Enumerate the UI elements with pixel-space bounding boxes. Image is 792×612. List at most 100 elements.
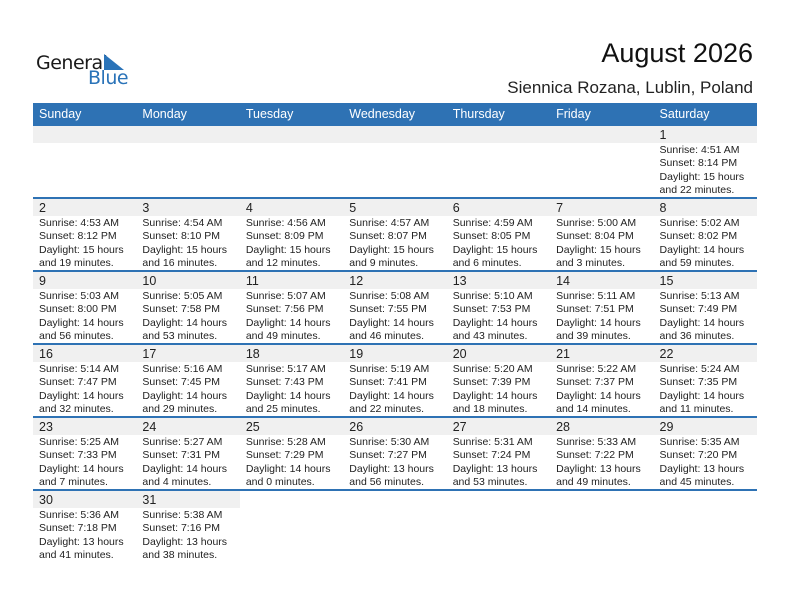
- day-number: 26: [343, 418, 447, 435]
- sunset-text: Sunset: 7:37 PM: [556, 376, 634, 389]
- daylight-text: and 7 minutes.: [39, 476, 108, 489]
- daylight-text: Daylight: 14 hours: [659, 389, 745, 402]
- day-number: [240, 491, 343, 508]
- day-info: Sunrise: 5:16 AM Sunset: 7:45 PM Daylight:…: [136, 362, 239, 417]
- daylight-text: Daylight: 14 hours: [556, 389, 641, 402]
- day-number: 31: [136, 491, 240, 508]
- daylight-text: and 6 minutes.: [452, 257, 522, 270]
- day-number: 24: [136, 418, 240, 435]
- daylight-text: and 46 minutes.: [349, 330, 424, 343]
- day-number: 17: [136, 345, 240, 362]
- day-cell: 10 Sunrise: 5:05 AM Sunset: 7:58 PM Dayligh…: [136, 272, 240, 343]
- day-cell: 12 Sunrise: 5:08 AM Sunset: 7:55 PM Dayligh…: [343, 272, 447, 343]
- daylight-text: Daylight: 13 hours: [142, 535, 228, 548]
- sunrise-text: Sunrise: 5:20 AM: [452, 363, 533, 375]
- sunset-text: Sunset: 7:39 PM: [452, 376, 531, 389]
- daylight-text: Daylight: 13 hours: [349, 462, 434, 475]
- day-cell: 7 Sunrise: 5:00 AM Sunset: 8:04 PM Daylight…: [550, 199, 654, 270]
- sunset-text: Sunset: 7:56 PM: [245, 303, 324, 316]
- sunrise-text: Sunrise: 5:10 AM: [452, 290, 533, 302]
- daylight-text: Daylight: 15 hours: [39, 243, 124, 256]
- day-info: Sunrise: 4:53 AM Sunset: 8:12 PM Daylight:…: [33, 216, 136, 271]
- day-cell: 30 Sunrise: 5:36 AM Sunset: 7:18 PM Dayligh…: [33, 491, 137, 563]
- day-info: Sunrise: 4:54 AM Sunset: 8:10 PM Daylight:…: [136, 216, 239, 271]
- day-cell: 1 Sunrise: 4:51 AM Sunset: 8:14 PM Daylight…: [653, 126, 757, 198]
- day-info: Sunrise: 5:10 AM Sunset: 7:53 PM Daylight:…: [447, 289, 550, 344]
- daylight-text: and 4 minutes.: [142, 476, 212, 489]
- day-number: 3: [136, 199, 240, 216]
- day-cell: 22 Sunrise: 5:24 AM Sunset: 7:35 PM Dayligh…: [653, 345, 757, 416]
- sunrise-text: Sunrise: 4:53 AM: [39, 217, 119, 229]
- day-cell: 18 Sunrise: 5:17 AM Sunset: 7:43 PM Dayligh…: [239, 345, 344, 416]
- daylight-text: Daylight: 13 hours: [452, 462, 538, 475]
- daylight-text: Daylight: 14 hours: [245, 316, 331, 329]
- day-info: Sunrise: 5:19 AM Sunset: 7:41 PM Daylight:…: [343, 362, 446, 417]
- sunrise-text: Sunrise: 5:19 AM: [349, 363, 430, 375]
- sunrise-text: Sunrise: 5:11 AM: [556, 290, 636, 302]
- daylight-text: and 41 minutes.: [39, 549, 114, 562]
- day-info: Sunrise: 5:27 AM Sunset: 7:31 PM Daylight:…: [136, 435, 239, 490]
- daylight-text: and 59 minutes.: [659, 257, 735, 270]
- day-number: [136, 126, 240, 143]
- logo: General Blue: [36, 52, 136, 92]
- day-info: Sunrise: 5:03 AM Sunset: 8:00 PM Daylight:…: [33, 289, 136, 344]
- calendar-grid: Sunday Monday Tuesday Wednesday Thursday…: [33, 103, 757, 562]
- daylight-text: Daylight: 14 hours: [39, 389, 124, 402]
- daylight-text: and 32 minutes.: [39, 403, 114, 416]
- day-cell: [343, 126, 447, 197]
- day-number: 7: [550, 199, 654, 216]
- sunrise-text: Sunrise: 5:14 AM: [39, 363, 119, 375]
- sunset-text: Sunset: 7:27 PM: [349, 449, 427, 462]
- daylight-text: Daylight: 13 hours: [39, 535, 124, 548]
- sunrise-text: Sunrise: 5:17 AM: [245, 363, 326, 375]
- day-number: 25: [239, 418, 344, 435]
- sunrise-text: Sunrise: 5:24 AM: [659, 363, 740, 375]
- logo-blue-text: Blue: [88, 67, 129, 89]
- sunset-text: Sunset: 8:02 PM: [659, 230, 738, 243]
- sunset-text: Sunset: 7:35 PM: [659, 376, 738, 389]
- daylight-text: and 3 minutes.: [556, 257, 625, 270]
- day-cell: 19 Sunrise: 5:19 AM Sunset: 7:41 PM Dayligh…: [343, 345, 447, 417]
- day-number: 12: [343, 272, 447, 289]
- daylight-text: and 43 minutes.: [452, 330, 528, 343]
- daylight-text: and 56 minutes.: [39, 330, 114, 343]
- sunset-text: Sunset: 7:51 PM: [556, 303, 634, 316]
- daylight-text: Daylight: 14 hours: [452, 389, 538, 402]
- day-cell: 15 Sunrise: 5:13 AM Sunset: 7:49 PM Dayligh…: [653, 272, 757, 343]
- sunset-text: Sunset: 7:18 PM: [39, 522, 117, 535]
- day-info: Sunrise: 5:28 AM Sunset: 7:29 PM Daylight:…: [240, 435, 343, 490]
- week-row: 30 Sunrise: 5:36 AM Sunset: 7:18 PM Dayligh…: [33, 491, 757, 562]
- day-number: [343, 491, 446, 508]
- day-cell: [654, 491, 757, 562]
- day-number: 5: [343, 199, 447, 216]
- day-number: 16: [33, 345, 137, 362]
- daylight-text: Daylight: 14 hours: [39, 462, 124, 475]
- daylight-text: Daylight: 15 hours: [142, 243, 228, 256]
- daylight-text: and 0 minutes.: [245, 476, 315, 489]
- day-cell: 17 Sunrise: 5:16 AM Sunset: 7:45 PM Dayligh…: [136, 345, 240, 417]
- day-info: Sunrise: 5:02 AM Sunset: 8:02 PM Daylight:…: [654, 216, 757, 271]
- sunrise-text: Sunrise: 4:57 AM: [349, 217, 430, 229]
- weekday-friday: Friday: [556, 107, 591, 121]
- sunset-text: Sunset: 8:12 PM: [39, 230, 117, 243]
- sunset-text: Sunset: 8:05 PM: [452, 230, 531, 243]
- page-title: August 2026: [601, 38, 753, 68]
- day-number: [343, 126, 447, 143]
- day-number: 22: [653, 345, 757, 362]
- sunset-text: Sunset: 7:33 PM: [39, 449, 117, 462]
- day-number: 27: [446, 418, 551, 435]
- daylight-text: Daylight: 14 hours: [659, 243, 745, 256]
- sunset-text: Sunset: 7:47 PM: [39, 376, 117, 389]
- day-number: [446, 126, 551, 143]
- daylight-text: Daylight: 15 hours: [452, 243, 538, 256]
- day-info: Sunrise: 4:57 AM Sunset: 8:07 PM Daylight:…: [343, 216, 446, 271]
- day-cell: 13 Sunrise: 5:10 AM Sunset: 7:53 PM Dayligh…: [446, 272, 551, 344]
- day-cell: 27 Sunrise: 5:31 AM Sunset: 7:24 PM Dayligh…: [446, 418, 551, 489]
- day-info: Sunrise: 5:36 AM Sunset: 7:18 PM Daylight:…: [33, 508, 136, 563]
- day-number: 15: [653, 272, 757, 289]
- day-cell: [550, 491, 653, 562]
- day-number: [550, 491, 653, 508]
- sunset-text: Sunset: 7:16 PM: [142, 522, 221, 535]
- day-info: Sunrise: 4:51 AM Sunset: 8:14 PM Daylight:…: [654, 143, 757, 198]
- sunset-text: Sunset: 7:41 PM: [349, 376, 427, 389]
